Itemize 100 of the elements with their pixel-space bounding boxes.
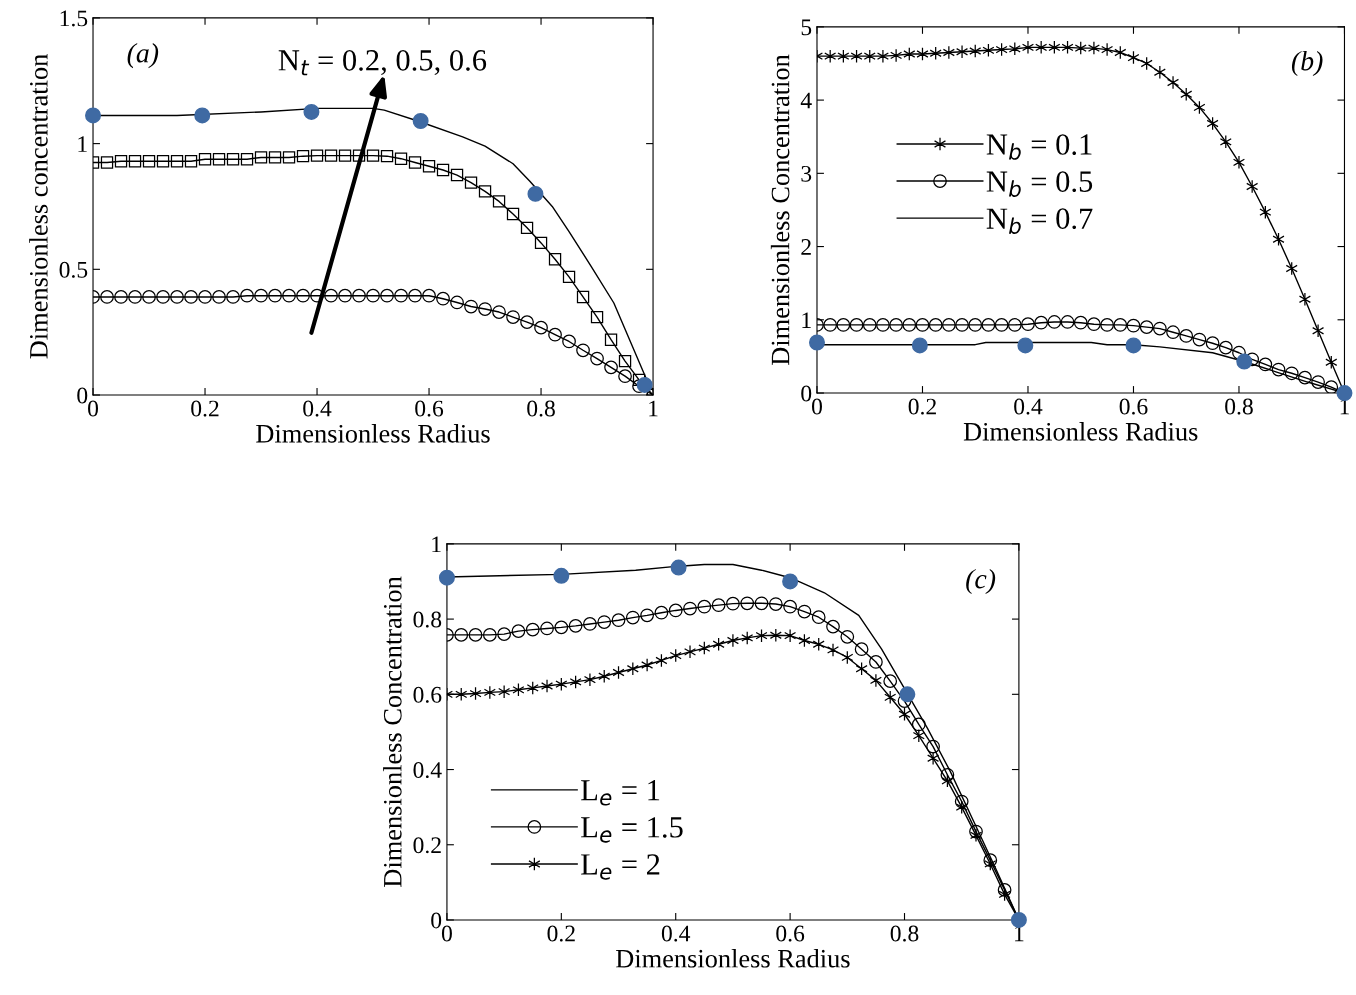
point [1324,380,1339,394]
point [1008,41,1021,56]
point [927,751,940,766]
x-tick-label: 0.6 [1119,398,1148,415]
point [436,163,450,177]
point [669,648,682,663]
point [1047,315,1062,329]
point [869,673,882,688]
point [422,160,436,173]
annotation: N$_{t}$ = 0.2, 0.5, 0.6 [278,50,487,76]
point [436,291,450,306]
point [408,156,422,169]
point [498,684,511,699]
point [464,299,478,314]
point [1034,315,1049,330]
point [1192,332,1207,347]
point [636,376,653,393]
point [1074,41,1087,55]
point [296,150,310,163]
point [1246,179,1259,194]
legend-label: N$_{b}$ = 0.1 [986,134,1092,160]
point [254,151,268,164]
point [520,221,534,235]
point [826,643,840,657]
point [850,49,863,64]
point [380,288,394,303]
point [683,644,697,659]
point [282,151,296,164]
point [506,310,520,324]
point [604,360,618,375]
point [640,608,654,623]
point [1206,116,1219,131]
point [618,369,632,384]
point [956,44,969,59]
point [1311,375,1325,389]
point [438,569,455,586]
point [254,288,268,303]
point [240,288,254,303]
point [282,288,296,303]
point [525,622,540,637]
point [997,883,1012,897]
point [464,176,478,189]
point [526,681,539,695]
y-tick-label: 0 [801,385,812,402]
point [912,728,925,743]
annotation: (a) [127,43,159,69]
point [981,318,996,332]
point [911,337,928,354]
point [511,624,526,638]
point [156,290,170,304]
point [1087,41,1100,55]
point [548,253,562,266]
point [955,800,968,815]
point [1236,353,1253,370]
point [1259,205,1272,220]
point [654,605,669,620]
point [380,150,394,163]
point [296,288,310,303]
point [455,687,468,702]
point [712,637,725,652]
y-tick-label: 0.5 [59,261,88,278]
point [741,631,754,645]
legend-label: N$_{b}$ = 0.5 [986,171,1093,197]
y-axis-title: Dimensionless Concentration [770,54,790,365]
point [1035,40,1048,55]
point [1048,40,1061,55]
point [826,619,840,634]
point [890,48,903,63]
point [1061,40,1074,55]
point [841,650,854,665]
point [534,236,548,250]
point [1153,65,1166,80]
point [85,107,102,124]
point [840,629,855,644]
point [492,305,506,319]
point [492,195,506,208]
point [1325,355,1338,370]
point [212,153,226,166]
point [836,318,851,332]
point [798,633,811,648]
point [797,604,812,619]
point [1060,315,1075,329]
point [338,149,352,162]
y-tick-label: 0.8 [413,611,442,628]
point [941,773,954,788]
point [394,288,408,303]
y-tick-label: 0.4 [413,762,442,779]
point [928,318,943,332]
point [998,887,1011,902]
point [408,288,422,303]
point [611,613,626,628]
x-axis-title: Dimensionless Radius [616,949,850,968]
point [268,151,282,164]
point [184,290,198,304]
point [1272,232,1285,247]
point [755,628,768,643]
point [1193,100,1206,115]
point [1271,362,1286,377]
point [902,318,917,332]
point [1101,42,1114,57]
